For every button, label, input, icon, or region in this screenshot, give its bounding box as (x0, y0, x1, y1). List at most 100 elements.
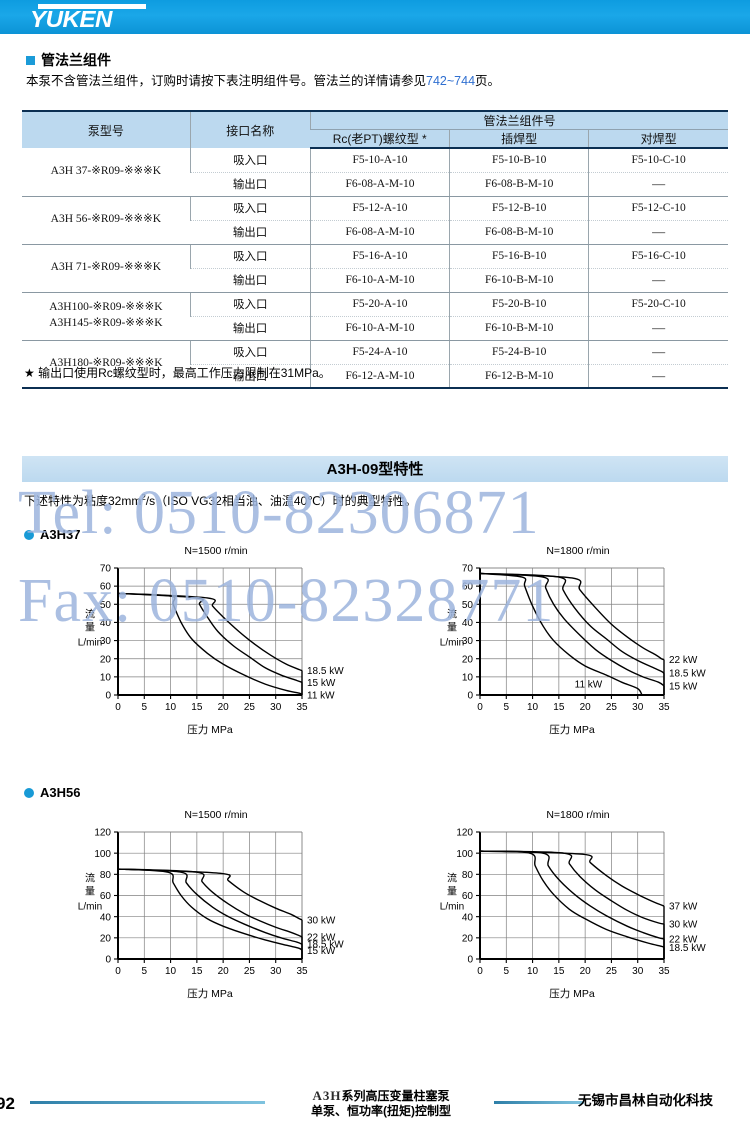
cell-flange-code: F6-10-A-M-10 (309, 316, 450, 341)
cell-flange-code: F6-08-B-M-10 (449, 172, 589, 197)
y-tick-label: 10 (100, 672, 112, 683)
cell-port-name: 吸入口 (189, 196, 311, 221)
curve-annotation: 18.5 kW (669, 943, 706, 954)
table-row: 输出口 F6-10-A-M-10 F6-10-B-M-10— (22, 268, 728, 293)
y-axis-label: L/min (440, 638, 464, 649)
cell-flange-code: F5-24-A-10 (309, 340, 450, 365)
table-row: A3H 37-※R09-※※※K 吸入口 F5-10-A-10 F5-10-B-10 F… (22, 148, 728, 197)
desc-viscosity-a: 下述特性为粘度32mm (24, 494, 142, 508)
y-tick-label: 120 (94, 828, 111, 839)
square-bullet-icon (26, 55, 35, 65)
y-tick-label: 50 (100, 600, 112, 611)
table-row: 输出口 F6-08-A-M-10 F6-08-B-M-10— (22, 220, 728, 245)
y-tick-label: 30 (462, 636, 474, 647)
page-reference-link[interactable]: 742~744 (426, 74, 476, 88)
x-axis-label: 压力 MPa (549, 723, 595, 736)
curve-18.5kW (117, 868, 303, 945)
x-tick-label: 15 (553, 702, 565, 713)
cell-port-name: 输出口 (190, 316, 311, 341)
flange-table-wrap: 泵型号 接口名称 管法兰组件号 Rc(老PT)螺纹型 * 插焊型 对焊型 A3H… (22, 110, 728, 389)
curve-15kW (479, 572, 665, 687)
th-socket-weld: 插焊型 (449, 129, 589, 149)
y-tick-label: 120 (456, 828, 473, 839)
x-tick-label: 35 (296, 966, 308, 977)
curve-annotation: 18.5 kW (307, 666, 344, 677)
y-axis-label: L/min (78, 638, 102, 649)
cell-port-name: 吸入口 (189, 244, 311, 269)
flange-table-note: ★ 输出口使用Rc螺纹型时，最高工作压力限制在31MPa。 (24, 364, 331, 381)
x-tick-label: 35 (658, 966, 670, 977)
cell-flange-code: — (588, 340, 728, 365)
chart-title: N=1500 r/min (184, 809, 247, 821)
y-tick-label: 0 (105, 691, 111, 702)
curve-annotation: 18.5 kW (669, 669, 706, 680)
x-tick-label: 30 (632, 702, 644, 713)
cell-flange-code: F5-10-B-10 (449, 148, 589, 173)
x-tick-label: 25 (244, 966, 256, 977)
y-tick-label: 100 (94, 849, 111, 860)
model-label-a3h56: A3H56 (24, 785, 80, 800)
y-tick-label: 80 (100, 870, 112, 881)
y-tick-label: 40 (100, 618, 112, 629)
flange-table-head: 泵型号 接口名称 管法兰组件号 Rc(老PT)螺纹型 * 插焊型 对焊型 (22, 111, 728, 149)
curve-annotation: 30 kW (307, 915, 336, 926)
footer-center-line2: 单泵、恒功率(扭矩)控制型 (311, 1104, 451, 1119)
cell-pump-model: A3H 71-※R09-※※※K (22, 244, 191, 293)
y-axis-label: L/min (440, 902, 464, 913)
cell-flange-code: F5-20-C-10 (588, 292, 728, 317)
y-tick-label: 60 (462, 582, 474, 593)
y-axis-label: 量 (85, 622, 95, 634)
cell-flange-code: F5-20-A-10 (309, 292, 450, 317)
chart-svg: N=1800 r/min 0 5 10 15 20 25 30 35 0 10 20 30 40 50 60 7… (440, 545, 706, 736)
flange-table: 泵型号 接口名称 管法兰组件号 Rc(老PT)螺纹型 * 插焊型 对焊型 A3H… (22, 110, 728, 389)
y-tick-label: 20 (462, 933, 474, 944)
curve-18.5kW (479, 850, 665, 949)
section-flange-description: 本泵不含管法兰组件，订购时请按下表注明组件号。管法兰的详情请参见742~744页… (26, 73, 726, 91)
cell-flange-code: F5-10-C-10 (588, 148, 728, 173)
x-tick-label: 30 (270, 702, 282, 713)
yuken-logo: YUKEN (28, 3, 148, 32)
logo-text: YUKEN (30, 6, 112, 32)
x-tick-label: 0 (477, 966, 483, 977)
y-tick-label: 80 (462, 870, 474, 881)
x-tick-label: 20 (580, 966, 592, 977)
x-tick-label: 10 (165, 702, 177, 713)
curve-annotation: 15 kW (669, 681, 698, 692)
cell-flange-code: F6-08-A-M-10 (309, 220, 450, 245)
table-row: A3H100-※R09-※※※K A3H145-※R09-※※※K 吸入口 F5-20… (22, 292, 728, 341)
x-tick-label: 30 (270, 966, 282, 977)
table-row: A3H180-※R09-※※※K 吸入口 F5-24-A-10 F5-24-B-10— (22, 340, 728, 389)
x-tick-label: 0 (477, 702, 483, 713)
x-axis-label: 压力 MPa (187, 987, 233, 1000)
desc-viscosity-b: /s（ISO VG32相当油、油温40℃）时的典型特性。 (145, 494, 417, 508)
y-axis-label: 流 (85, 872, 95, 885)
curve-annotation: 22 kW (307, 932, 336, 943)
x-tick-label: 10 (527, 702, 539, 713)
cell-port-name: 输出口 (190, 220, 311, 245)
x-tick-label: 25 (606, 966, 618, 977)
cell-flange-code: — (588, 268, 728, 293)
chart-a3h37-1800: N=1800 r/min 0 5 10 15 20 25 30 35 0 10 20 30 40 50 60 7… (424, 542, 724, 742)
section-characteristics-description: 下述特性为粘度32mm2/s（ISO VG32相当油、油温40℃）时的典型特性。 (24, 492, 417, 509)
section-characteristics-title: A3H-09型特性 (326, 461, 424, 478)
cell-flange-code: F5-12-A-10 (309, 196, 450, 221)
y-tick-label: 20 (100, 654, 112, 665)
x-tick-label: 15 (191, 966, 203, 977)
cell-flange-code: — (588, 364, 728, 389)
chart-title: N=1500 r/min (184, 545, 247, 557)
cell-flange-code: F6-10-A-M-10 (309, 268, 450, 293)
section-characteristics-band (22, 456, 728, 482)
y-tick-label: 40 (462, 618, 474, 629)
x-tick-label: 25 (244, 702, 256, 713)
curve-18.5kW (117, 592, 303, 672)
x-tick-label: 15 (191, 702, 203, 713)
y-tick-label: 10 (462, 672, 474, 683)
y-axis-label: 量 (447, 622, 457, 634)
desc-superscript: 2 (141, 493, 146, 502)
y-tick-label: 20 (462, 654, 474, 665)
x-tick-label: 30 (632, 966, 644, 977)
table-row: 输出口 F6-12-A-M-10 F6-12-B-M-10— (22, 364, 728, 389)
y-tick-label: 0 (467, 955, 473, 966)
footer-line1: A3H系列高压变量柱塞泵 (268, 1088, 494, 1104)
chart-a3h37-1500: N=1500 r/min 0 5 10 15 20 25 30 35 0 10 20 30 40 50 60 7… (62, 542, 362, 742)
